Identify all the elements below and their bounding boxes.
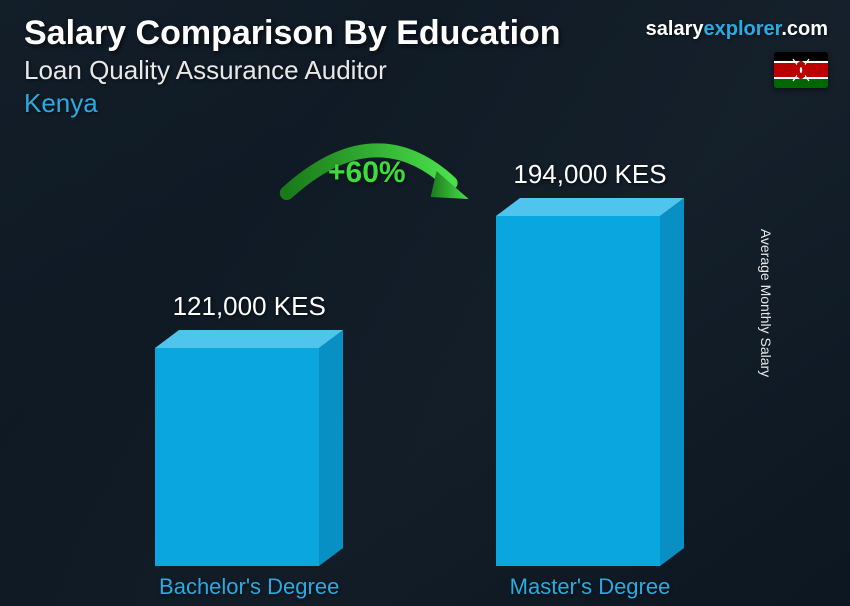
brand-suffix: .com: [781, 18, 828, 40]
bar-category-label: Master's Degree: [460, 574, 720, 600]
bar-value-label: 194,000 KES: [460, 159, 720, 190]
brand-prefix: salary: [646, 18, 704, 40]
bar-category-label: Bachelor's Degree: [119, 574, 379, 600]
bar: [496, 198, 684, 566]
country-label: Kenya: [24, 88, 826, 119]
bar-group: 194,000 KESMaster's Degree: [496, 198, 684, 566]
bar-value-label: 121,000 KES: [119, 291, 379, 322]
bar: [155, 330, 343, 566]
page-subtitle: Loan Quality Assurance Auditor: [24, 55, 826, 86]
brand-mid: explorer: [703, 18, 781, 40]
brand-logo: salaryexplorer.com: [646, 18, 828, 41]
bar-group: 121,000 KESBachelor's Degree: [155, 330, 343, 566]
bar-chart: 121,000 KESBachelor's Degree 194,000 KESM…: [70, 146, 780, 566]
flag-icon: [774, 52, 828, 88]
